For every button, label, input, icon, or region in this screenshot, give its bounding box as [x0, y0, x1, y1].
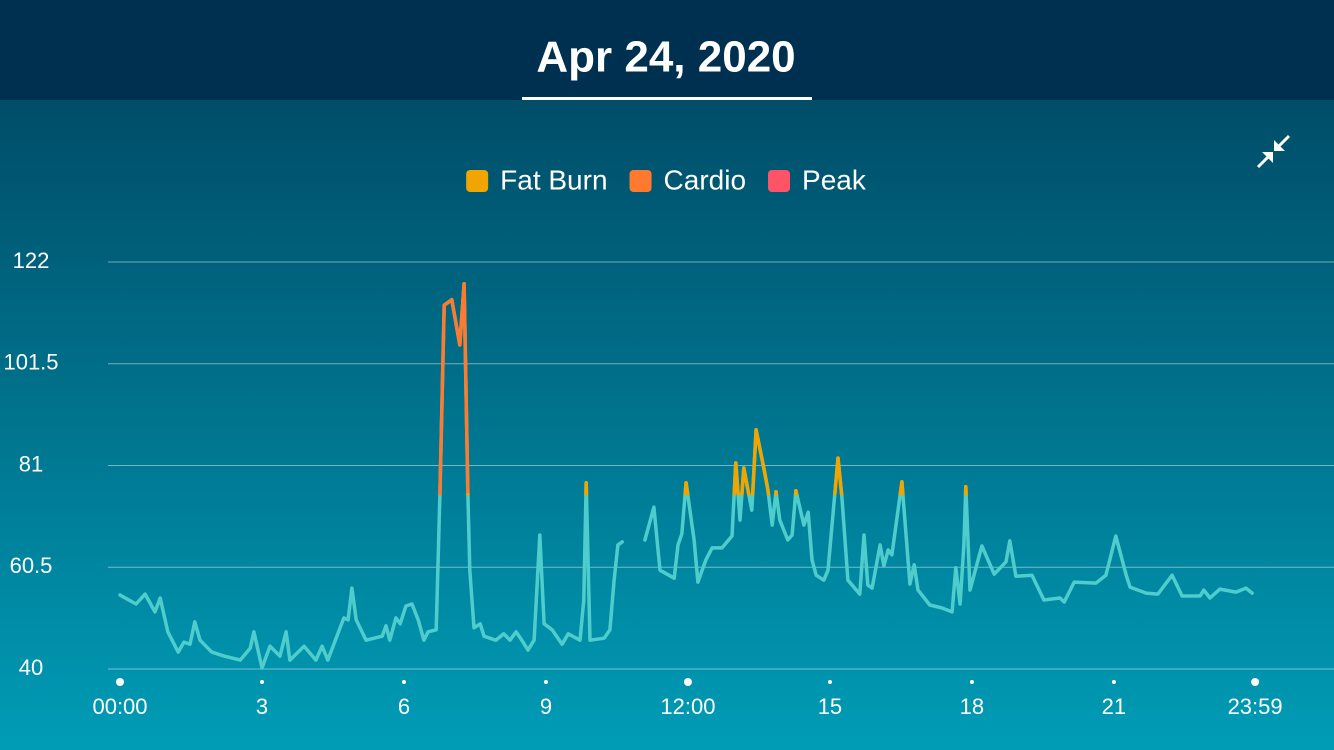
x-tick-dot: [1251, 678, 1260, 686]
header: [0, 0, 1334, 100]
x-tick-label: 9: [540, 694, 552, 719]
zone-segment: [740, 466, 746, 496]
x-tick-dot: [259, 680, 264, 684]
x-tick-label: 3: [256, 694, 268, 719]
title-underline: [522, 97, 812, 100]
zone-segment: [898, 480, 904, 496]
zone-segment: [450, 297, 462, 347]
x-tick-label: 23:59: [1228, 694, 1283, 719]
legend: Fat Burn Cardio Peak: [466, 164, 867, 195]
zone-segment: [836, 456, 844, 496]
zone-segment: [754, 428, 766, 472]
legend-label: Fat Burn: [500, 164, 607, 195]
y-tick-label: 81: [19, 451, 43, 476]
x-tick-dot: [116, 678, 124, 686]
collapse-button[interactable]: [1256, 134, 1291, 169]
legend-item: Peak: [768, 164, 867, 195]
heart-rate-line: [118, 282, 624, 670]
zone-segment: [742, 466, 751, 496]
x-tick-label: 6: [398, 694, 410, 719]
x-tick-label: 15: [818, 694, 842, 719]
zone-segment: [684, 481, 690, 496]
zone-segment: [438, 303, 446, 496]
y-tick-label: 101.5: [3, 350, 58, 375]
x-tick-dot: [969, 680, 974, 684]
chart-title[interactable]: Apr 24, 2020: [536, 33, 795, 82]
legend-label: Cardio: [664, 164, 746, 195]
zone-segment: [832, 456, 840, 496]
x-tick-dot: [1111, 680, 1116, 684]
legend-label: Peak: [802, 164, 867, 195]
x-tick-dot: [401, 680, 406, 684]
x-tick-label: 12:00: [660, 694, 715, 719]
zone-segment: [750, 428, 758, 496]
zone-segment: [683, 481, 688, 496]
zone-overlay: [438, 282, 968, 496]
legend-item: Cardio: [629, 164, 746, 195]
x-tick-label: 18: [960, 694, 984, 719]
x-tick-dot: [683, 678, 692, 686]
x-tick-label: 21: [1102, 694, 1126, 719]
y-tick-label: 40: [19, 655, 43, 680]
zone-segment: [734, 461, 740, 496]
legend-item: Fat Burn: [466, 164, 608, 195]
zone-segment: [762, 468, 770, 492]
x-tick-label: 00:00: [92, 694, 147, 719]
zone-segment: [462, 282, 470, 496]
x-tick-dot: [827, 680, 832, 684]
legend-swatch: [629, 170, 652, 192]
legend-swatch: [768, 170, 791, 192]
y-tick-label: 60.5: [10, 553, 53, 578]
y-tick-label: 122: [13, 248, 50, 273]
legend-swatch: [466, 170, 489, 192]
x-tick-dot: [543, 680, 548, 684]
